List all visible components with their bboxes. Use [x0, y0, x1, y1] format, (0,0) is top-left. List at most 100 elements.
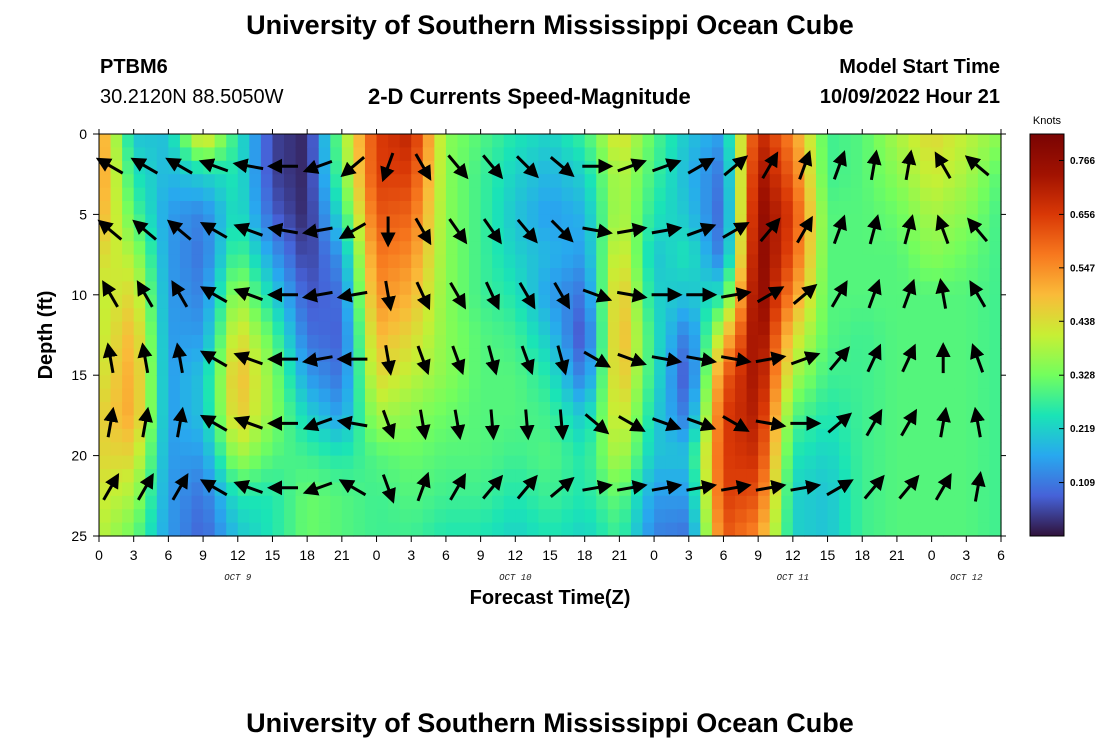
heatmap-cell — [399, 455, 412, 470]
heatmap-cells — [99, 134, 1002, 537]
heatmap-cell — [388, 214, 401, 229]
heatmap-cell — [584, 361, 597, 376]
heatmap-cell — [792, 509, 806, 524]
heatmap-cell — [573, 361, 586, 376]
heatmap-cell — [850, 147, 863, 162]
heatmap-cell — [989, 428, 1002, 443]
heatmap-cell — [526, 187, 540, 202]
heatmap-cell — [156, 375, 169, 390]
heatmap-cell — [260, 321, 274, 336]
heatmap-cell — [561, 308, 574, 323]
heatmap-cell — [156, 522, 169, 537]
heatmap-cell — [469, 227, 482, 242]
heatmap-cell — [896, 241, 910, 256]
heatmap-cell — [792, 442, 806, 457]
heatmap-cell — [735, 268, 748, 282]
heatmap-cell — [191, 522, 204, 537]
heatmap-cell — [711, 335, 725, 349]
current-vector-arrow — [233, 480, 264, 495]
heatmap-cell — [584, 402, 597, 416]
heatmap-cell — [630, 428, 644, 443]
heatmap-cell — [723, 321, 736, 336]
heatmap-cell — [989, 348, 1002, 363]
heatmap-cell — [850, 160, 863, 175]
heatmap-cell — [966, 509, 979, 524]
heatmap-cell — [781, 321, 794, 336]
heatmap-cell — [318, 201, 331, 215]
heatmap-cell — [422, 495, 435, 510]
heatmap-cell — [573, 201, 586, 215]
heatmap-cell — [584, 509, 597, 524]
heatmap-cell — [353, 361, 366, 376]
heatmap-cell — [677, 241, 690, 256]
heatmap-cell — [688, 147, 701, 162]
heatmap-cell — [966, 134, 979, 148]
heatmap-cell — [896, 495, 910, 510]
heatmap-cell — [943, 241, 956, 256]
heatmap-cell — [630, 174, 644, 189]
heatmap-cell — [353, 321, 366, 336]
heatmap-cell — [353, 522, 366, 537]
heatmap-cell — [850, 241, 863, 256]
heatmap-cell — [388, 227, 401, 242]
heatmap-cell — [573, 428, 586, 443]
heatmap-cell — [920, 147, 933, 162]
heatmap-cell — [110, 281, 123, 296]
heatmap-cell — [596, 174, 609, 189]
heatmap-cell — [237, 268, 250, 282]
heatmap-cell — [318, 214, 331, 229]
heatmap-cell — [249, 201, 262, 215]
heatmap-cell — [630, 402, 644, 416]
current-vector-arrow — [137, 473, 154, 501]
heatmap-cell — [249, 134, 262, 148]
heatmap-cell — [526, 375, 540, 390]
heatmap-cell — [665, 402, 678, 416]
heatmap-cell — [550, 214, 563, 229]
heatmap-cell — [954, 348, 967, 363]
heatmap-cell — [179, 388, 193, 403]
heatmap-cell — [630, 134, 644, 148]
heatmap-cell — [769, 455, 782, 470]
heatmap-cell — [272, 174, 285, 189]
current-vector-arrow — [233, 287, 264, 302]
heatmap-cell — [457, 509, 470, 524]
heatmap-cell — [434, 294, 447, 309]
heatmap-cell — [677, 375, 690, 390]
heatmap-cell — [503, 469, 516, 483]
heatmap-cell — [214, 294, 227, 309]
heatmap-cell — [284, 522, 297, 537]
current-vector-arrow — [832, 150, 847, 180]
heatmap-cell — [688, 174, 701, 189]
heatmap-cell — [457, 268, 470, 282]
heatmap-cell — [619, 388, 632, 403]
heatmap-cell — [584, 469, 597, 483]
plot-title: 2-D Currents Speed-Magnitude — [368, 84, 691, 109]
heatmap-cell — [203, 522, 216, 537]
heatmap-cell — [723, 214, 736, 229]
heatmap-cell — [480, 375, 493, 390]
heatmap-cell — [769, 335, 782, 349]
heatmap-cell — [237, 147, 250, 162]
heatmap-cell — [839, 294, 852, 309]
heatmap-cell — [526, 335, 540, 349]
heatmap-cell — [388, 134, 401, 148]
heatmap-cell — [700, 174, 713, 189]
heatmap-cell — [214, 134, 227, 148]
heatmap-cell — [226, 469, 239, 483]
heatmap-cell — [260, 147, 274, 162]
heatmap-cell — [179, 174, 193, 189]
heatmap-cell — [388, 455, 401, 470]
heatmap-cell — [630, 375, 644, 390]
heatmap-cell — [284, 147, 297, 162]
heatmap-cell — [654, 321, 667, 336]
heatmap-cell — [538, 227, 551, 242]
heatmap-cell — [665, 428, 678, 443]
heatmap-cell — [665, 469, 678, 483]
heatmap-cell — [584, 321, 597, 336]
heatmap-cell — [307, 509, 320, 524]
heatmap-cell — [954, 482, 967, 497]
heatmap-cell — [839, 509, 852, 524]
heatmap-cell — [203, 241, 216, 256]
heatmap-cell — [376, 509, 389, 524]
heatmap-cell — [156, 482, 169, 497]
